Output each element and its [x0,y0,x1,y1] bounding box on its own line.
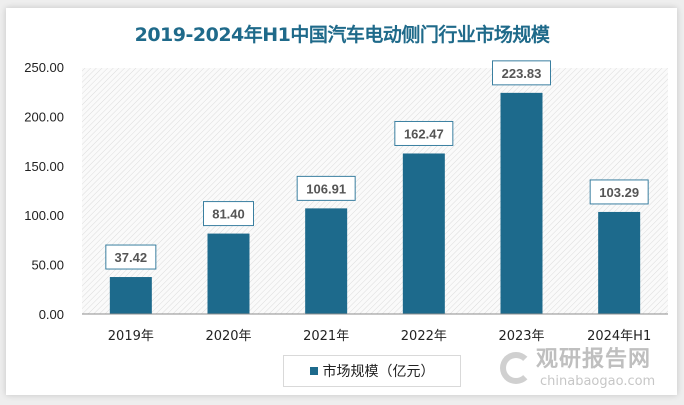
watermark-logo-icon [500,352,532,384]
data-label: 162.47 [404,126,444,141]
y-tick-label: 100.00 [24,208,64,223]
data-label: 37.42 [115,250,148,265]
bar [402,153,445,314]
data-label-box [105,244,157,270]
plot-area [82,68,668,314]
chart-title: 2019-2024年H1中国汽车电动侧门行业市场规模 [134,24,550,46]
data-label: 106.91 [306,181,346,196]
x-tick-label: 2021年 [303,329,349,344]
watermark-cn: 观研报告网 [536,347,652,372]
bar [109,277,152,314]
data-label: 81.40 [212,207,245,222]
y-tick-label: 50.00 [31,258,64,273]
legend-swatch [309,367,318,375]
data-label-box [394,120,454,146]
bar [500,92,543,314]
data-label-box [589,179,649,205]
x-tick-label: 2024年H1 [587,329,651,344]
x-tick-label: 2020年 [205,329,251,344]
y-tick-label: 250.00 [24,60,64,75]
data-label-box [296,175,356,201]
x-tick-label: 2023年 [498,329,544,344]
watermark: 观研报告网 chinabaogao.com [500,348,670,392]
x-tick-label: 2022年 [401,329,447,344]
data-label-box [492,60,551,86]
bar [207,233,250,314]
y-tick-label: 200.00 [24,109,64,124]
data-label: 103.29 [599,185,639,200]
y-tick-label: 0.00 [39,307,64,322]
x-tick-label: 2019年 [108,329,154,344]
bar [305,208,348,314]
legend-label: 市场规模（亿元） [322,364,435,380]
y-tick-label: 150.00 [24,159,64,174]
watermark-en: chinabaogao.com [540,374,656,389]
bar [598,211,641,314]
legend: 市场规模（亿元） [283,355,461,387]
data-label-box [203,201,254,227]
data-label: 223.83 [502,66,542,81]
